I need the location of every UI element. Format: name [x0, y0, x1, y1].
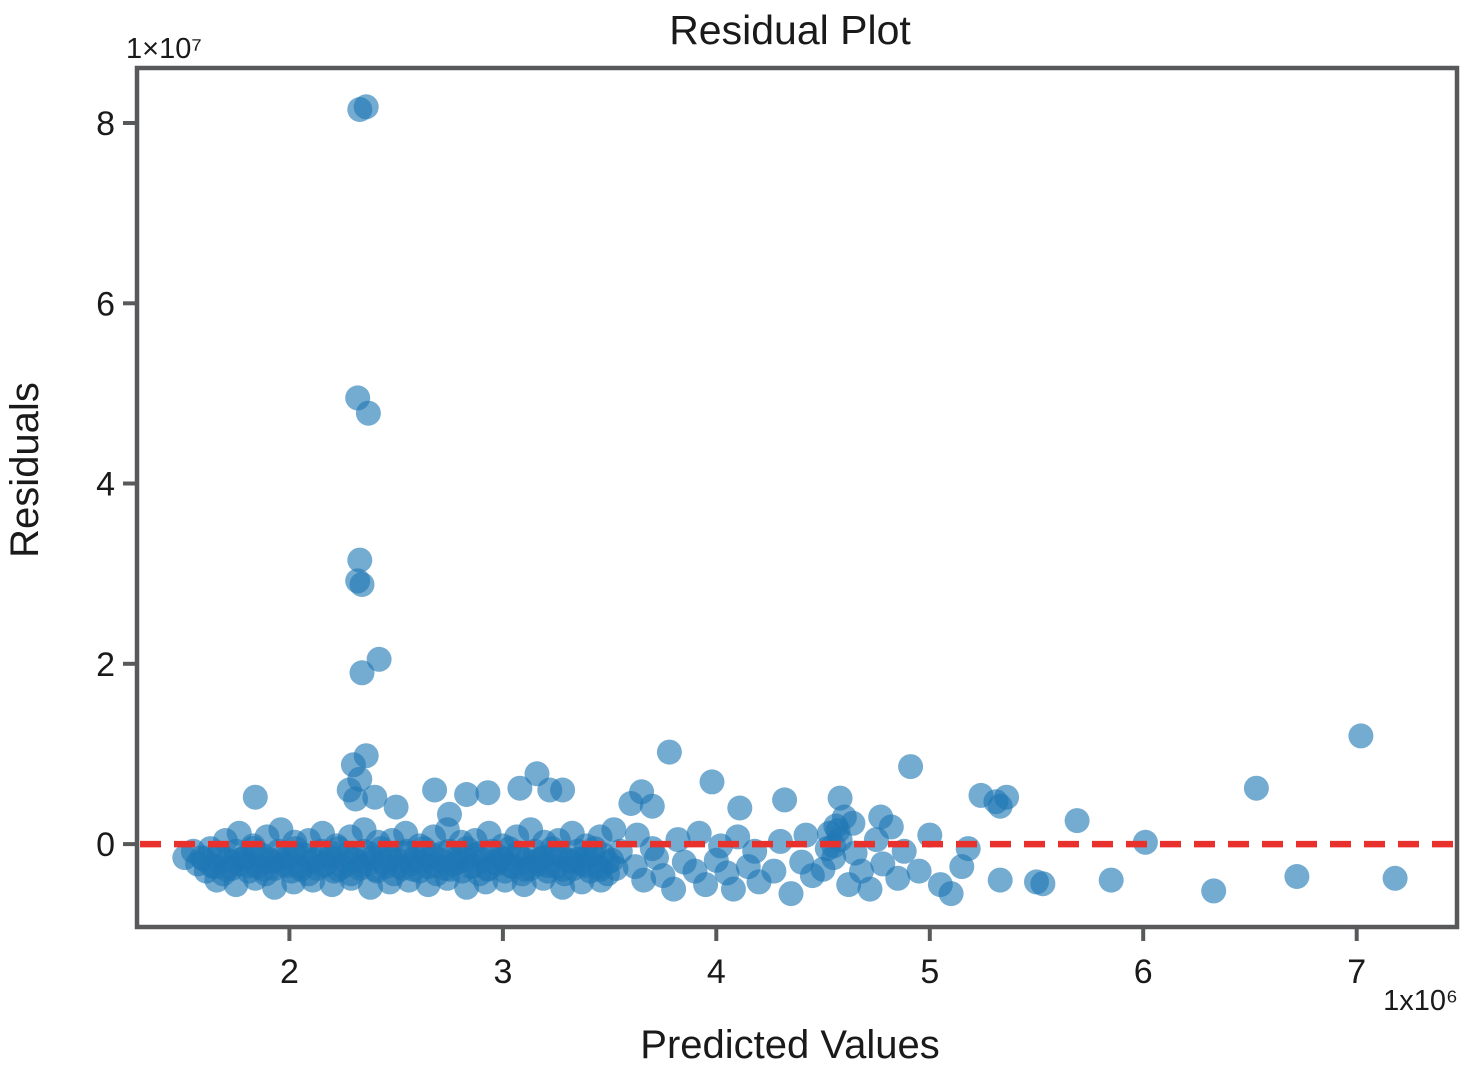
y-tick-label: 6: [96, 285, 115, 323]
data-point: [511, 872, 537, 898]
data-point: [1030, 871, 1056, 897]
data-point: [396, 867, 422, 893]
data-point: [661, 876, 687, 902]
data-point: [772, 787, 798, 813]
data-point: [366, 646, 392, 672]
data-point: [827, 785, 853, 811]
data-point: [223, 872, 249, 898]
chart-title: Residual Plot: [669, 7, 911, 53]
x-axis-label: Predicted Values: [640, 1023, 939, 1067]
data-point: [569, 869, 595, 895]
data-point: [994, 784, 1020, 810]
x-tick-label: 7: [1347, 953, 1366, 991]
data-point: [1201, 878, 1227, 904]
data-point: [1098, 867, 1124, 893]
data-point: [639, 836, 665, 862]
x-tick-label: 5: [920, 953, 939, 991]
data-point: [262, 874, 287, 900]
data-point: [631, 867, 657, 893]
data-point: [338, 865, 364, 891]
data-point: [778, 881, 804, 907]
x-tick-label: 2: [280, 953, 299, 991]
data-point: [550, 777, 576, 803]
data-point: [906, 858, 932, 884]
data-point: [686, 820, 712, 846]
data-point: [343, 786, 369, 812]
data-point: [639, 793, 665, 819]
data-point: [885, 865, 911, 891]
data-point: [242, 865, 268, 891]
data-point: [355, 400, 381, 426]
data-point: [761, 858, 787, 884]
data-point: [347, 547, 373, 573]
data-point: [475, 780, 501, 806]
data-point: [415, 872, 441, 898]
data-point: [767, 828, 793, 854]
data-point: [1284, 864, 1310, 889]
data-point: [1382, 865, 1408, 891]
data-point: [840, 810, 866, 836]
data-point: [1243, 775, 1269, 801]
y-axis-label: Residuals: [3, 382, 47, 558]
data-point: [362, 784, 388, 810]
data-point: [349, 572, 375, 597]
data-point: [507, 775, 533, 801]
data-point: [437, 801, 462, 827]
data-point: [665, 827, 691, 853]
y-tick-label: 2: [96, 646, 115, 684]
data-point: [377, 869, 403, 895]
data-point: [422, 777, 448, 803]
data-point: [281, 869, 307, 895]
data-point: [300, 867, 326, 893]
data-point: [454, 782, 480, 807]
y-tick-label: 8: [96, 105, 115, 143]
data-point: [473, 869, 499, 895]
data-point: [492, 867, 518, 893]
data-point: [727, 795, 753, 821]
data-point: [601, 817, 627, 843]
data-point: [693, 872, 719, 898]
data-point: [656, 739, 682, 765]
data-point: [857, 876, 883, 902]
ticks-layer: 2 3 4 5 6 7 0 2 4 6 8: [96, 105, 1366, 991]
data-point: [955, 836, 981, 862]
y-tick-label: 4: [96, 466, 115, 504]
data-point: [383, 794, 409, 820]
data-point: [938, 881, 964, 907]
frame-layer: [134, 65, 1460, 930]
data-point: [898, 754, 924, 780]
data-point: [353, 94, 379, 120]
y-axis-multiplier: 1×10⁷: [126, 33, 202, 65]
data-point: [358, 874, 383, 900]
x-tick-label: 6: [1134, 953, 1153, 991]
data-point: [434, 865, 460, 891]
data-point: [588, 867, 614, 893]
data-point: [530, 865, 556, 891]
data-point: [1064, 808, 1090, 834]
data-point: [454, 874, 480, 900]
x-axis-multiplier: 1x10⁶: [1383, 985, 1458, 1017]
data-point: [242, 784, 268, 810]
points-layer: [172, 94, 1408, 907]
data-point: [550, 874, 576, 900]
data-point: [319, 872, 345, 898]
plot-frame: [134, 65, 1460, 930]
data-point: [878, 814, 904, 840]
x-tick-label: 3: [493, 953, 512, 991]
data-point: [720, 876, 746, 902]
y-tick-label: 0: [96, 826, 115, 864]
data-point: [1348, 723, 1374, 749]
data-point: [699, 769, 725, 795]
x-tick-label: 4: [707, 953, 726, 991]
data-point: [349, 660, 375, 686]
data-point: [204, 867, 230, 893]
data-point: [987, 867, 1013, 893]
